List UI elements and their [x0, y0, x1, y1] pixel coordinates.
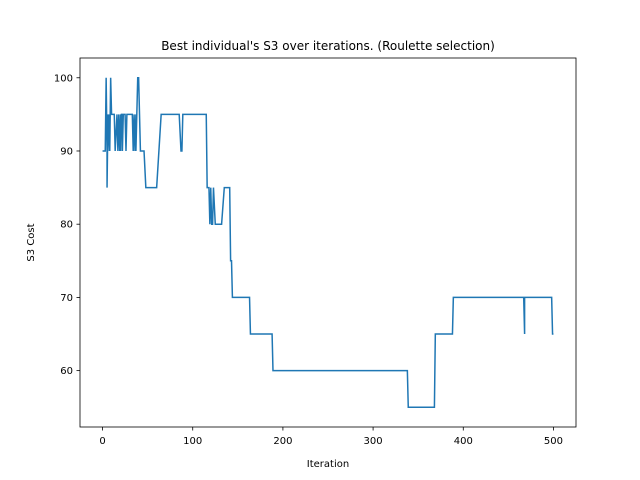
x-axis-label: Iteration — [307, 459, 349, 470]
x-axis: 0 100 200 300 400 500 — [99, 427, 563, 447]
x-tick-label: 500 — [544, 436, 563, 447]
y-tick-label: 100 — [54, 73, 73, 84]
y-axis: 60 70 80 90 100 — [54, 73, 80, 377]
chart-title: Best individual's S3 over iterations. (R… — [161, 39, 495, 53]
axes-frame — [79, 57, 577, 428]
x-tick-label: 300 — [364, 436, 383, 447]
series-line-0 — [102, 77, 554, 408]
y-tick-label: 60 — [60, 366, 73, 377]
y-tick-label: 80 — [60, 220, 73, 231]
x-tick-label: 400 — [454, 436, 473, 447]
y-tick-label: 90 — [60, 146, 73, 157]
plot-area — [102, 77, 554, 408]
y-axis-label: S3 Cost — [26, 223, 37, 261]
x-tick-label: 100 — [183, 436, 202, 447]
x-tick-label: 200 — [273, 436, 292, 447]
x-tick-label: 0 — [99, 436, 105, 447]
y-tick-label: 70 — [60, 293, 73, 304]
